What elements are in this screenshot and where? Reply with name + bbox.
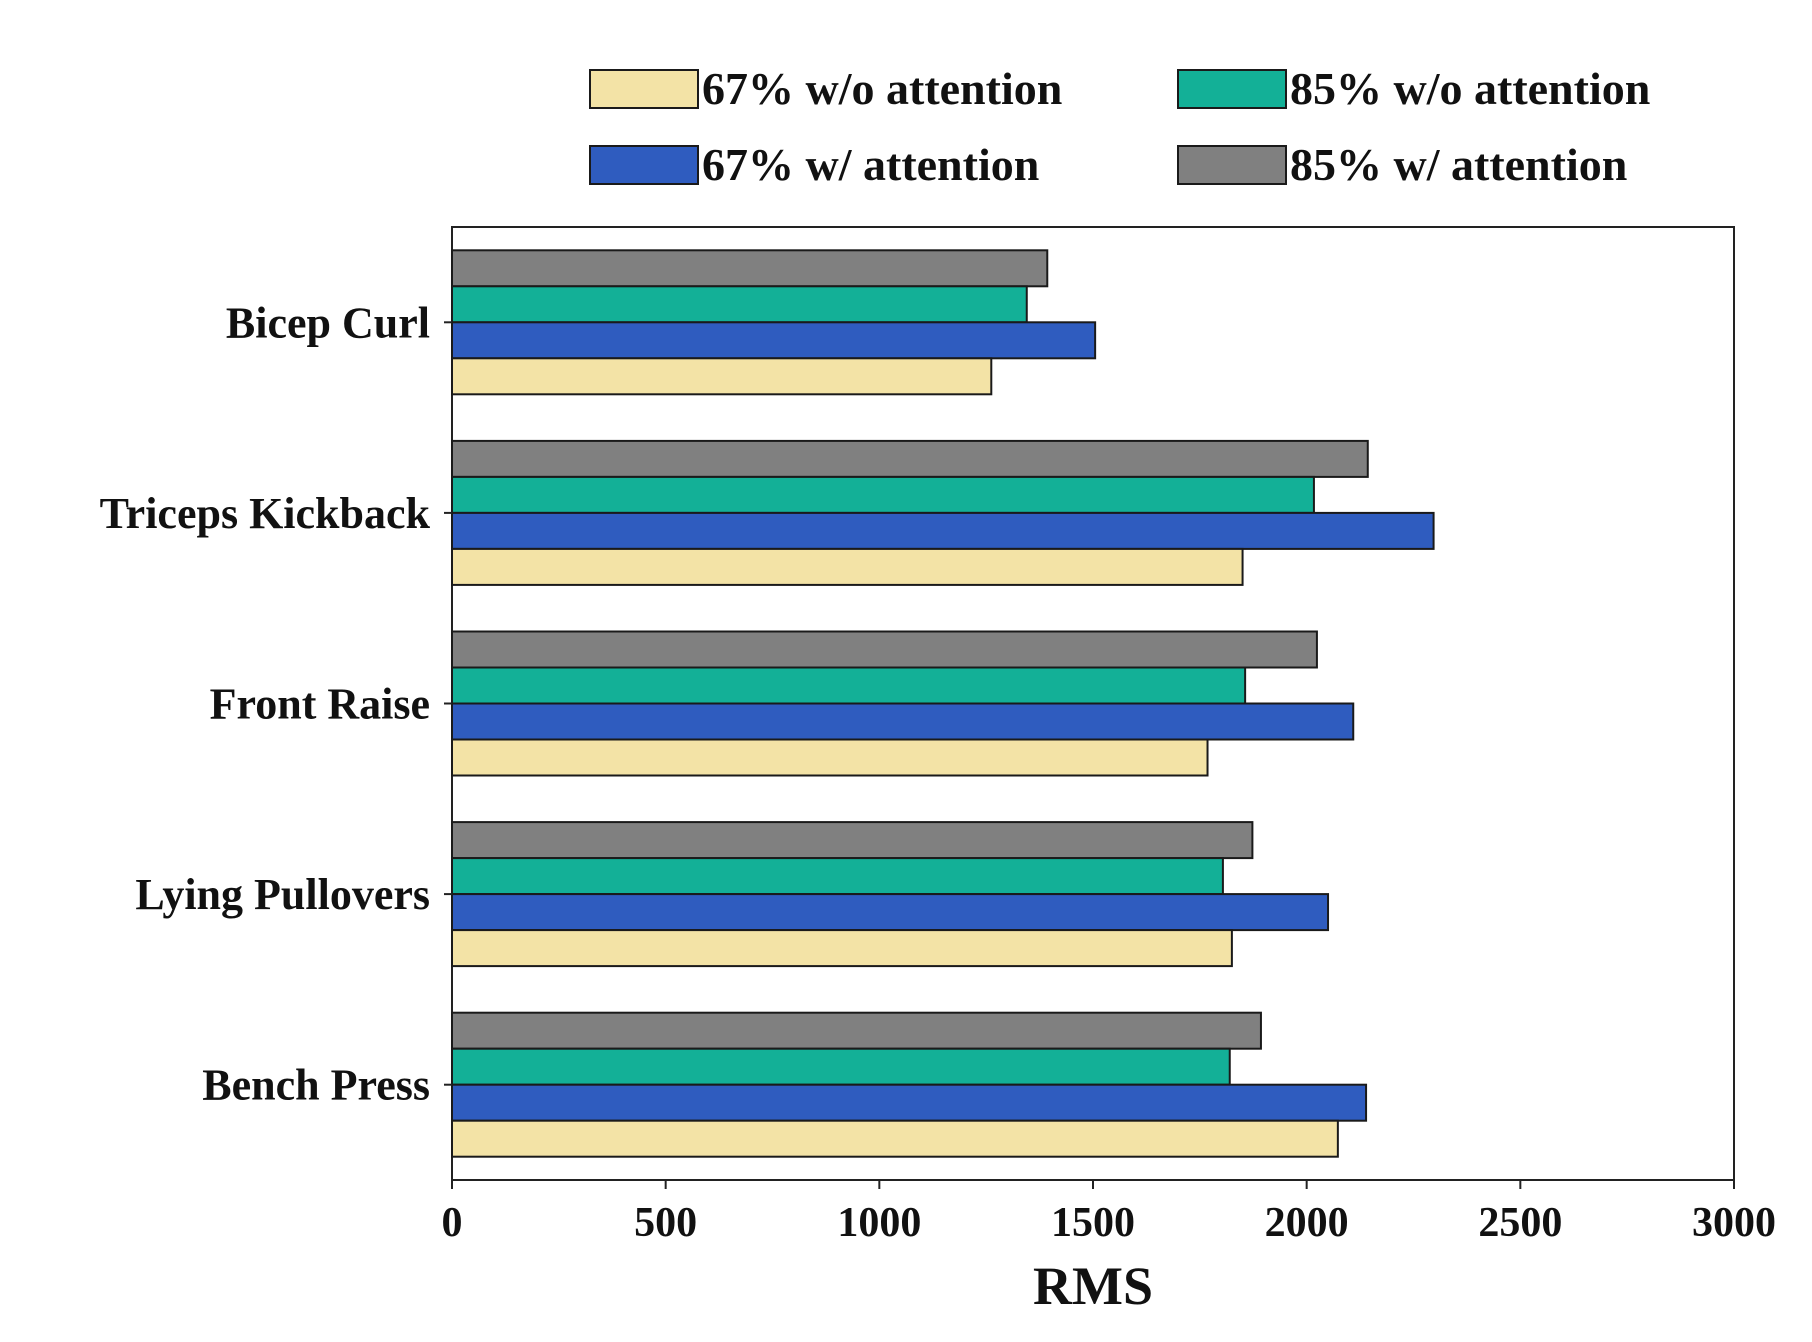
bar-bicep-curl-85pct-w-o-attention [451, 285, 1028, 324]
y-tick-label-triceps-kickback: Triceps Kickback [100, 489, 431, 538]
x-tick-label-2500: 2500 [1478, 1200, 1562, 1246]
legend: 67% w/o attention 85% w/o attention 67% w/… [589, 63, 1650, 190]
y-tick-label-lying-pullovers: Lying Pullovers [135, 870, 430, 919]
y-tick-label-front-raise: Front Raise [210, 680, 430, 729]
bar-front-raise-85pct-w-o-attention [451, 666, 1247, 705]
bar-bicep-curl-85pct-w-attention [451, 249, 1049, 288]
bar-bench-press-67pct-w-o-attention [451, 1119, 1339, 1158]
bar-front-raise-67pct-w-attention [451, 702, 1355, 741]
bar-triceps-kickback-85pct-w-o-attention [451, 475, 1315, 514]
bar-triceps-kickback-85pct-w-attention [451, 439, 1369, 478]
bar-front-raise-67pct-w-o-attention [451, 738, 1209, 777]
legend-swatch-85pct-w-attention [1177, 145, 1287, 185]
bar-bicep-curl-67pct-w-o-attention [451, 357, 993, 396]
x-tick-label-2000: 2000 [1265, 1200, 1349, 1246]
x-tick-label-500: 500 [634, 1200, 697, 1246]
bar-front-raise-85pct-w-attention [451, 630, 1318, 669]
bar-bicep-curl-67pct-w-attention [451, 321, 1097, 360]
bars [451, 249, 1435, 1158]
x-tick-label-3000: 3000 [1692, 1200, 1776, 1246]
bar-triceps-kickback-67pct-w-o-attention [451, 547, 1244, 586]
bar-lying-pullovers-85pct-w-o-attention [451, 857, 1224, 896]
legend-label-67pct-w-o-attention: 67% w/o attention [702, 63, 1062, 114]
legend-swatch-85pct-w-o-attention [1177, 69, 1287, 109]
legend-label-85pct-w-o-attention: 85% w/o attention [1290, 63, 1650, 114]
bar-lying-pullovers-67pct-w-attention [451, 893, 1330, 932]
legend-label-67pct-w-attention: 67% w/ attention [702, 139, 1039, 190]
bar-bench-press-85pct-w-o-attention [451, 1047, 1231, 1086]
y-tick-label-bench-press: Bench Press [202, 1061, 430, 1110]
y-axis: Bicep Curl Triceps Kickback Front Raise Lyi… [100, 298, 452, 1110]
bar-lying-pullovers-85pct-w-attention [451, 821, 1254, 860]
legend-label-85pct-w-attention: 85% w/ attention [1290, 139, 1627, 190]
x-tick-label-1500: 1500 [1051, 1200, 1135, 1246]
x-axis-title: RMS [1033, 1256, 1153, 1316]
x-tick-label-0: 0 [442, 1200, 463, 1246]
bar-bench-press-67pct-w-attention [451, 1083, 1368, 1122]
legend-swatch-67pct-w-o-attention [589, 69, 699, 109]
x-tick-label-1000: 1000 [837, 1200, 921, 1246]
bar-triceps-kickback-67pct-w-attention [451, 511, 1435, 550]
bar-bench-press-85pct-w-attention [451, 1011, 1262, 1050]
y-tick-label-bicep-curl: Bicep Curl [226, 298, 430, 347]
x-axis: 0 500 1000 1500 2000 2500 3000 [442, 1180, 1776, 1246]
bar-lying-pullovers-67pct-w-o-attention [451, 929, 1233, 968]
legend-swatch-67pct-w-attention [589, 145, 699, 185]
